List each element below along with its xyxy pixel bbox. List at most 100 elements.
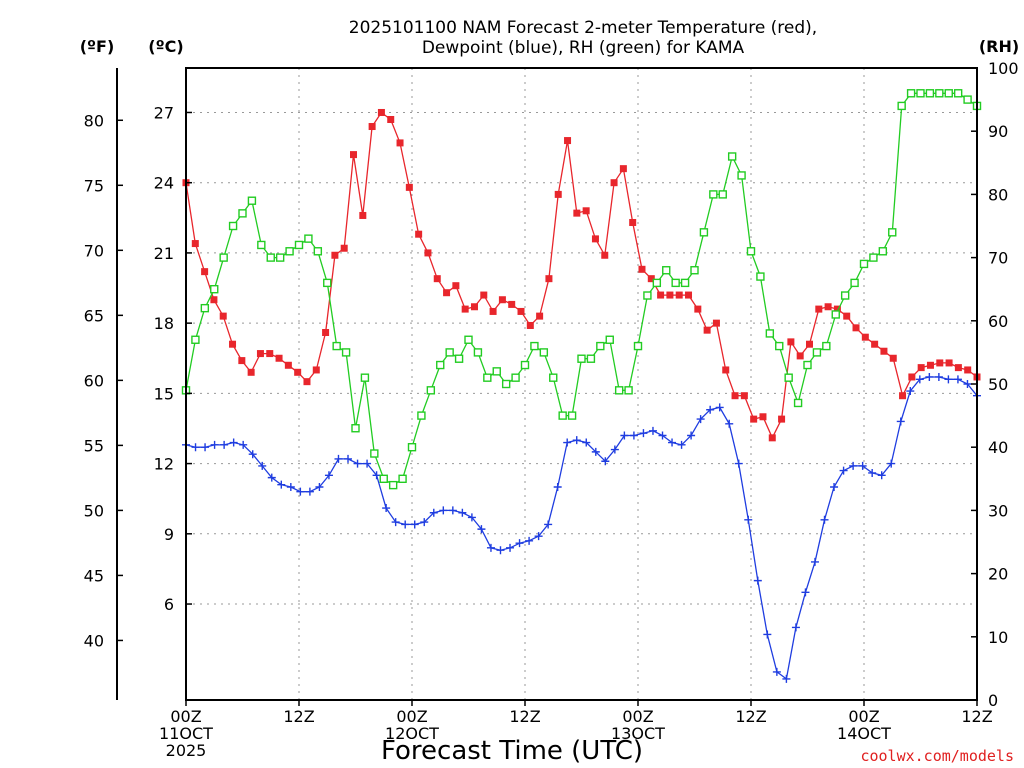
rh-tick-label: 10 [988,628,1008,647]
temperature-point [545,275,553,283]
dewpoint-point [801,588,810,597]
rh-point [191,335,200,344]
temperature-point [526,321,534,329]
rh-point [266,253,275,262]
temperature-point [852,324,860,332]
rh-point [605,335,614,344]
dewpoint-point [286,482,295,491]
rh-point [294,240,304,250]
temperature-point [796,352,804,360]
temperature-point [275,354,283,362]
temperature-point [480,291,488,299]
rh-point [746,247,756,256]
dewpoint-point [687,431,696,440]
dewpoint-point [915,375,924,384]
x-tick-label: 12Z [961,707,992,726]
temperature-point [564,137,572,145]
dewpoint-point [363,459,372,468]
rh-point [756,272,765,281]
dewpoint-point [305,487,314,496]
celsius-tick-label: 9 [164,525,174,544]
celsius-unit-label: (ºC) [148,37,183,56]
dewpoint-point [887,459,896,468]
rh-point [690,266,699,275]
rh-point [530,341,539,351]
x-axis-label: Forecast Time (UTC) [381,736,643,766]
temperature-point [256,350,264,358]
rh-point [200,303,210,313]
dewpoint-point [467,513,476,522]
celsius-tick-label: 27 [154,103,174,122]
temperature-point [424,249,432,257]
dewpoint-point [382,504,391,513]
dewpoint-point [353,459,362,468]
temperature-point [750,415,758,423]
rh-point [596,341,605,351]
temperature-point [284,361,292,369]
rh-point [718,190,727,199]
temperature-point [322,329,330,337]
temperature-point [871,340,879,348]
dewpoint-point [715,403,724,412]
dewpoint-point [706,405,715,414]
rh-point [643,291,652,300]
dewpoint-point [582,438,591,447]
rh-tick-label: 90 [988,122,1008,141]
temperature-point [201,268,209,276]
dewpoint-point [591,447,600,456]
temperature-point [508,300,516,308]
temperature-point [936,359,944,367]
dewpoint-point [763,630,772,639]
dewpoint-point [696,415,705,424]
dewpoint-point [220,440,229,449]
temperature-point [433,275,441,283]
temperature-point [917,364,925,372]
x-tick-label: 00Z [848,707,879,726]
rh-point [398,474,407,483]
temperature-point [880,347,888,355]
dewpoint-point [572,436,581,445]
temperature-point [619,165,627,173]
dewpoint-line [185,376,978,681]
temperature-point [666,291,674,299]
rh-line [185,92,978,486]
temperature-point [964,366,972,374]
rh-point [332,341,341,351]
fahrenheit-tick-label: 70 [84,241,104,260]
rh-point [285,247,294,256]
rh-point [567,411,577,420]
temperature-point [554,190,562,198]
dewpoint-point [410,520,419,529]
temperature-point [312,366,320,374]
temperature-point [861,333,869,341]
dewpoint-point [620,431,629,440]
rh-point [935,89,944,98]
dewpoint-point [725,419,734,428]
temperature-point [377,108,385,116]
temperature-point [787,338,795,346]
fahrenheit-tick-label: 50 [84,501,104,520]
temperature-point [415,230,423,238]
rh-point [671,278,680,288]
rh-point [727,152,737,161]
dewpoint-point [925,372,934,381]
dewpoint-point [515,539,524,548]
dewpoint-point [629,431,638,440]
dewpoint-point [448,506,457,515]
temperature-point [517,307,525,315]
x-tick-label: 11OCT [159,724,213,743]
dewpoint-point [668,438,677,447]
dewpoint-point [820,515,829,524]
rh-point [897,101,906,111]
rh-tick-label: 20 [988,565,1008,584]
dewpoint-point [839,466,848,475]
rh-tick-label: 40 [988,438,1008,457]
dewpoint-point [458,508,467,517]
temperature-point [731,392,739,400]
rh-point [454,354,464,363]
dewpoint-point [324,471,333,480]
dewpoint-point [782,674,791,683]
dewpoint-point [553,482,562,491]
temperature-point [778,415,786,423]
